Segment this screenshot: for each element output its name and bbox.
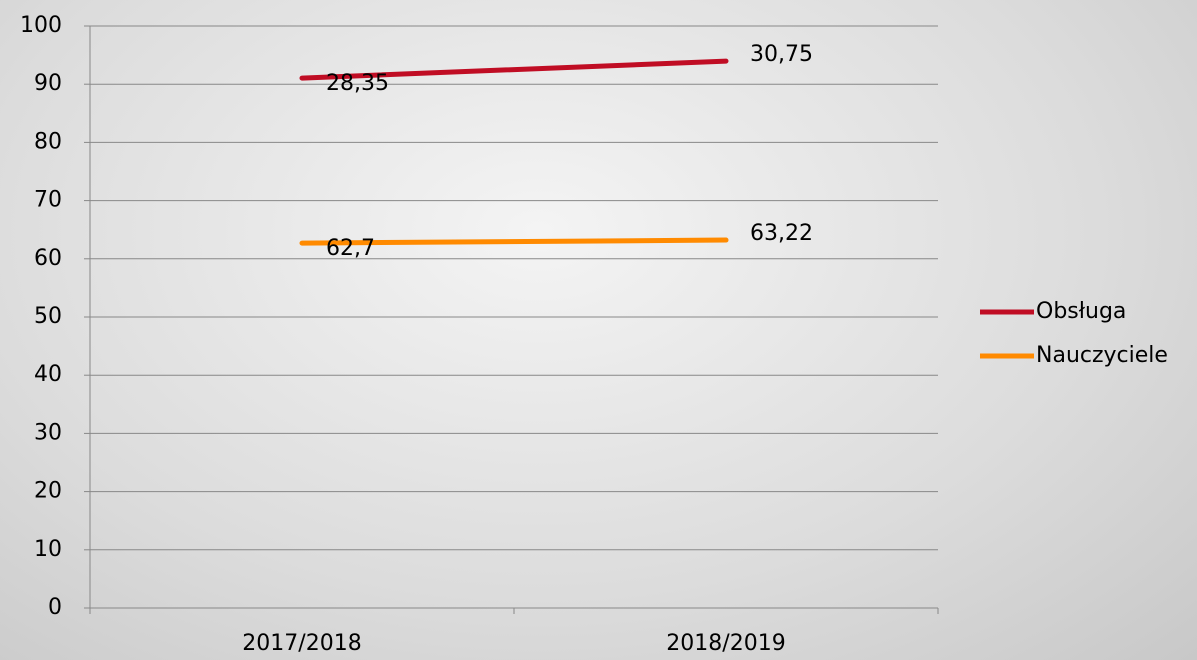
y-tick-label: 100 xyxy=(20,13,62,38)
y-tick-label: 90 xyxy=(34,71,62,96)
data-label: 28,35 xyxy=(326,71,389,96)
y-tick-label: 0 xyxy=(48,595,62,620)
x-tick-label: 2018/2019 xyxy=(666,631,785,656)
data-label: 63,22 xyxy=(750,221,813,246)
y-tick-label: 40 xyxy=(34,362,62,387)
legend-label: Nauczyciele xyxy=(1036,343,1168,368)
legend-label: Obsługa xyxy=(1036,299,1126,324)
y-tick-label: 10 xyxy=(34,537,62,562)
x-tick-label: 2017/2018 xyxy=(242,631,361,656)
y-tick-label: 60 xyxy=(34,246,62,271)
y-tick-label: 50 xyxy=(34,304,62,329)
y-tick-label: 80 xyxy=(34,129,62,154)
y-tick-label: 70 xyxy=(34,188,62,213)
data-label: 62,7 xyxy=(326,236,375,261)
data-label: 30,75 xyxy=(750,42,813,67)
y-tick-label: 30 xyxy=(34,420,62,445)
series-line xyxy=(299,58,729,81)
y-tick-label: 20 xyxy=(34,479,62,504)
series-line xyxy=(299,237,729,246)
